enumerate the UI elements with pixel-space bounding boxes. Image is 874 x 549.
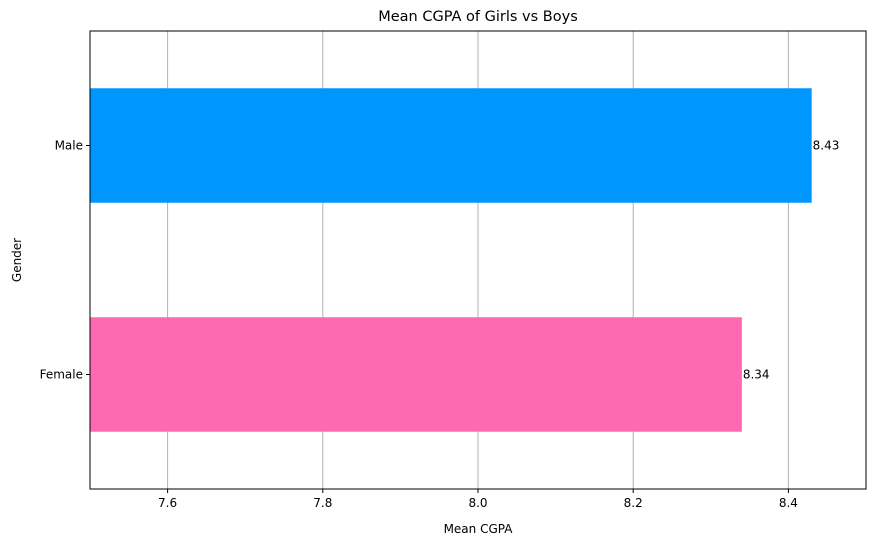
bar-female [90,317,742,432]
y-tick-label: Male [55,139,83,153]
ticks-layer: 7.6 7.8 8.0 8.2 8.4 Female Male [40,139,798,511]
chart-title: Mean CGPA of Girls vs Boys [378,9,578,25]
x-tick-label: 7.6 [158,496,177,510]
x-tick-label: 8.4 [779,496,798,510]
x-axis-label: Mean CGPA [444,522,514,536]
bar-value-label: 8.34 [743,368,770,382]
x-tick-label: 8.0 [468,496,487,510]
y-tick-label: Female [40,368,83,382]
x-tick-label: 8.2 [624,496,643,510]
bar-value-label: 8.43 [813,139,840,153]
bars-layer [90,88,812,432]
y-axis-label: Gender [10,238,24,282]
x-tick-label: 7.8 [313,496,332,510]
labels-layer: 8.34 8.43 [743,139,840,382]
bar-male [90,88,812,203]
